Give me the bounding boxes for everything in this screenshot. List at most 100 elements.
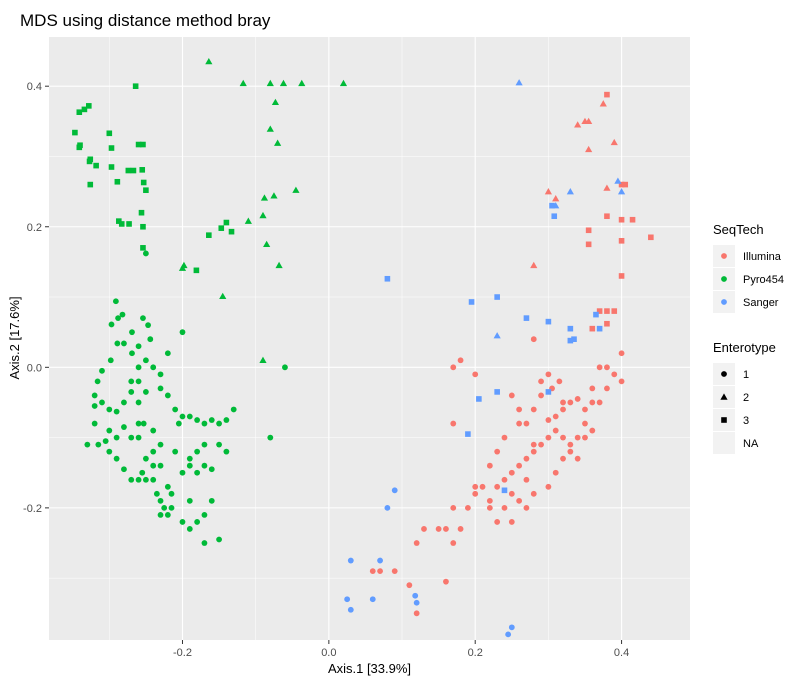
data-point: [516, 420, 523, 427]
data-point: [604, 364, 610, 371]
data-point: [179, 469, 186, 476]
data-point: [139, 469, 146, 476]
data-point: [91, 392, 98, 399]
data-point: [465, 431, 471, 437]
data-point: [186, 462, 193, 469]
data-point: [102, 438, 109, 445]
data-point: [596, 308, 603, 314]
data-point: [560, 399, 566, 406]
data-point: [515, 79, 523, 86]
data-point: [135, 378, 142, 385]
data-point: [157, 497, 164, 504]
data-point: [147, 336, 154, 343]
data-point: [114, 178, 121, 185]
data-point: [556, 378, 563, 385]
data-point: [168, 490, 175, 497]
data-point: [140, 245, 146, 251]
data-point: [206, 232, 212, 238]
data-point: [472, 490, 479, 497]
data-point: [116, 218, 122, 224]
data-point: [629, 216, 636, 223]
data-point: [596, 325, 603, 332]
data-point: [140, 179, 147, 186]
x-tick-label: 0.4: [614, 647, 629, 659]
data-point: [560, 406, 566, 413]
data-point: [138, 209, 145, 216]
data-point: [486, 497, 493, 504]
data-point: [618, 216, 625, 223]
y-axis: -0.2 0.0 0.2 0.4: [23, 81, 49, 515]
data-point: [128, 378, 135, 385]
data-point: [267, 434, 274, 441]
data-point: [538, 378, 544, 385]
data-point: [391, 568, 398, 575]
data-point: [186, 497, 193, 504]
data-point: [494, 294, 500, 300]
data-point: [150, 476, 157, 483]
data-point: [369, 596, 376, 603]
data-point: [574, 396, 581, 402]
data-point: [599, 100, 607, 107]
data-point: [157, 512, 164, 518]
data-point: [223, 448, 230, 455]
data-point: [413, 599, 420, 606]
data-point: [106, 130, 113, 137]
data-point: [611, 308, 618, 314]
data-point: [186, 526, 193, 532]
data-point: [230, 406, 237, 413]
data-point: [567, 325, 574, 332]
data-point: [121, 399, 127, 406]
data-point: [614, 177, 622, 184]
data-point: [604, 91, 610, 98]
data-point: [164, 350, 171, 357]
data-point: [501, 487, 508, 494]
data-point: [218, 225, 225, 231]
data-point: [413, 540, 420, 546]
legend-label: Pyro454: [743, 274, 784, 286]
series-illumina: [369, 91, 654, 617]
data-point: [618, 350, 625, 357]
data-point: [468, 299, 475, 305]
data-point: [589, 385, 596, 392]
legend-key: [713, 432, 735, 454]
data-point: [585, 227, 592, 234]
data-point: [610, 138, 618, 146]
data-point: [508, 624, 515, 631]
data-point: [494, 483, 501, 490]
data-point: [106, 427, 113, 434]
y-tick-label: 0.2: [27, 222, 42, 234]
data-point: [501, 476, 508, 483]
data-point: [622, 181, 629, 188]
data-point: [292, 186, 300, 193]
data-point: [567, 337, 574, 344]
data-point: [552, 195, 560, 202]
data-point: [150, 462, 157, 469]
data-point: [228, 228, 235, 235]
data-point: [99, 367, 105, 374]
data-point: [91, 403, 98, 409]
data-point: [604, 213, 610, 220]
data-point: [259, 356, 267, 363]
data-point: [472, 371, 479, 378]
data-point: [145, 322, 151, 329]
data-point: [567, 441, 574, 448]
data-point: [205, 57, 213, 65]
data-point: [450, 540, 457, 546]
data-point: [142, 357, 149, 364]
data-point: [72, 129, 78, 136]
data-point: [186, 413, 193, 420]
data-point: [566, 188, 574, 195]
data-point: [99, 399, 105, 406]
data-point: [384, 275, 391, 282]
legend-title: SeqTech: [713, 222, 764, 237]
data-point: [113, 434, 120, 441]
data-point: [135, 420, 142, 427]
data-point: [344, 596, 351, 603]
data-point: [179, 519, 186, 525]
data-point: [582, 406, 588, 413]
data-point: [552, 427, 559, 434]
data-point: [279, 79, 288, 87]
data-point: [505, 631, 512, 638]
data-point: [347, 557, 354, 564]
data-point: [164, 392, 171, 399]
